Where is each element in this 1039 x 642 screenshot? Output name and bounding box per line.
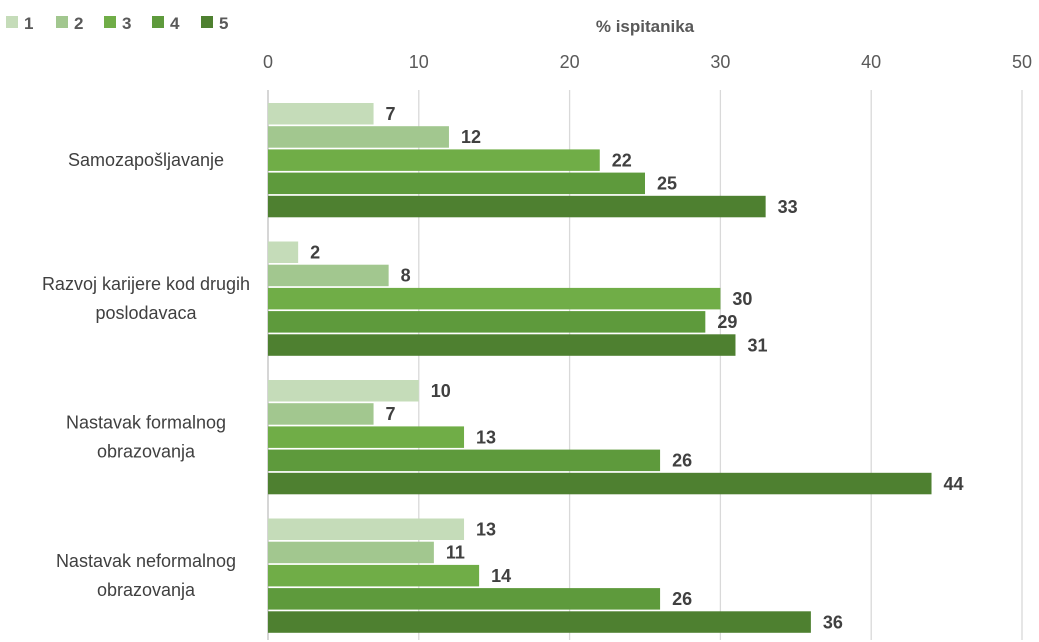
bar-4-series-4 — [268, 588, 661, 610]
category-label: Nastavak neformalnog — [56, 551, 236, 571]
bar-3-series-2 — [268, 403, 374, 425]
bar-1-series-1 — [268, 103, 374, 125]
category-label: Nastavak formalnog — [66, 413, 226, 433]
legend-label-3: 3 — [122, 14, 131, 33]
category-label: obrazovanja — [97, 442, 196, 462]
category-label: obrazovanja — [97, 580, 196, 600]
data-label: 7 — [386, 104, 396, 124]
bar-1-series-4 — [268, 172, 645, 195]
legend-swatch-2 — [56, 16, 68, 28]
x-tick-label: 30 — [710, 52, 730, 72]
bar-4-series-3 — [268, 564, 480, 587]
bar-1-series-2 — [268, 126, 449, 148]
data-label: 8 — [401, 266, 411, 286]
legend-label-2: 2 — [74, 14, 83, 33]
bar-2-series-3 — [268, 287, 721, 310]
bar-1-series-5 — [268, 195, 766, 218]
data-label: 26 — [672, 589, 692, 609]
bar-2-series-2 — [268, 264, 389, 287]
data-label: 13 — [476, 427, 496, 447]
data-label: 10 — [431, 381, 451, 401]
bar-3-series-5 — [268, 472, 932, 495]
data-label: 25 — [657, 174, 677, 194]
data-label: 33 — [778, 197, 798, 217]
data-label: 44 — [944, 474, 964, 494]
data-label: 11 — [446, 543, 465, 563]
bar-2-series-4 — [268, 311, 706, 333]
bar-4-series-2 — [268, 541, 434, 564]
bar-4-series-1 — [268, 518, 465, 540]
data-label: 30 — [732, 289, 752, 309]
bar-4-series-5 — [268, 611, 811, 633]
bar-2-series-1 — [268, 241, 299, 263]
legend-label-5: 5 — [219, 14, 228, 33]
legend-label-1: 1 — [24, 14, 33, 33]
data-label: 14 — [491, 566, 511, 586]
x-tick-label: 40 — [861, 52, 881, 72]
category-label: poslodavaca — [95, 303, 197, 323]
data-label: 2 — [310, 243, 320, 263]
category-label: Samozapošljavanje — [68, 150, 224, 170]
data-label: 31 — [747, 335, 767, 355]
bar-2-series-5 — [268, 334, 736, 356]
legend-swatch-3 — [104, 16, 116, 28]
bar-1-series-3 — [268, 149, 600, 171]
data-label: 36 — [823, 612, 843, 632]
bar-3-series-3 — [268, 426, 465, 448]
x-tick-label: 0 — [263, 52, 273, 72]
data-label: 22 — [612, 150, 632, 170]
x-tick-label: 50 — [1012, 52, 1032, 72]
legend-label-4: 4 — [170, 14, 180, 33]
data-label: 12 — [461, 127, 481, 147]
legend-swatch-5 — [201, 16, 213, 28]
bar-3-series-4 — [268, 449, 661, 472]
legend-swatch-1 — [6, 16, 18, 28]
legend-swatch-4 — [152, 16, 164, 28]
data-label: 13 — [476, 520, 496, 540]
x-axis-title: % ispitanika — [596, 17, 695, 36]
data-label: 29 — [717, 312, 737, 332]
x-tick-label: 10 — [409, 52, 429, 72]
data-label: 26 — [672, 451, 692, 471]
data-label: 7 — [386, 404, 396, 424]
x-tick-label: 20 — [560, 52, 580, 72]
bar-3-series-1 — [268, 380, 419, 402]
category-label: Razvoj karijere kod drugih — [42, 274, 250, 294]
